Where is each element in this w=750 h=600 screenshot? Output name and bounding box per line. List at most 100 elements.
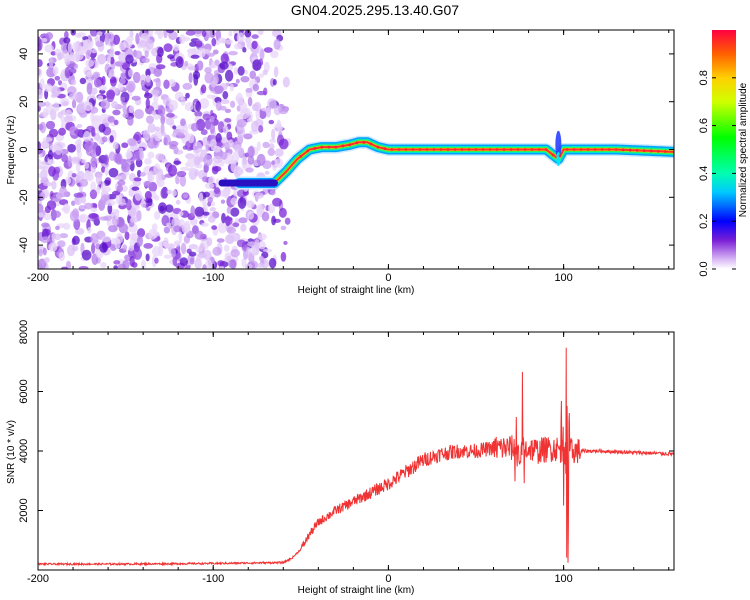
spectrogram-noise-blob bbox=[212, 161, 218, 167]
spectrogram-noise-blob bbox=[180, 242, 187, 255]
spectrogram-noise-blob bbox=[75, 161, 81, 173]
spectrogram-noise-blob bbox=[63, 222, 71, 231]
spectrogram-signal-track bbox=[218, 130, 674, 190]
spectrogram-noise-blob bbox=[52, 210, 62, 218]
spectrogram-noise-blob bbox=[48, 128, 59, 138]
spectrogram-noise-blob bbox=[236, 32, 245, 43]
spectrogram-noise-blob bbox=[141, 57, 150, 63]
spectrogram-noise-blob bbox=[242, 158, 247, 165]
signal-peak-dot bbox=[467, 148, 471, 151]
signal-peak-dot bbox=[572, 148, 576, 151]
spectrogram-noise-blob bbox=[226, 131, 233, 141]
spectrogram-noise-blob bbox=[219, 105, 227, 111]
spectrogram-noise-blob bbox=[203, 249, 212, 261]
spectrogram-noise-blob bbox=[38, 249, 43, 257]
spectrogram-noise-blob bbox=[178, 57, 183, 65]
colorbar: 0.0 0.2 0.4 0.6 0.8 Normalized spectral ampl… bbox=[698, 30, 749, 277]
spectrogram-noise-blob bbox=[254, 239, 260, 250]
spectrogram-noise-blob bbox=[131, 146, 140, 151]
spectrogram-noise-blob bbox=[201, 30, 207, 37]
signal-peak-dot bbox=[614, 148, 618, 151]
spectrogram-noise-blob bbox=[250, 245, 257, 256]
spectrogram-noise-blob bbox=[163, 79, 170, 90]
signal-peak-dot bbox=[453, 148, 457, 151]
spectrogram-noise-blob bbox=[83, 101, 93, 112]
spectrogram-noise-blob bbox=[176, 132, 185, 137]
spectrogram-noise-blob bbox=[101, 235, 111, 243]
spectrogram-noise-blob bbox=[183, 193, 189, 199]
y-tick-label: 2000 bbox=[18, 498, 30, 522]
spectrogram-noise-blob bbox=[145, 68, 151, 77]
spectrogram-noise-blob bbox=[167, 54, 175, 59]
spectrogram-noise-blob bbox=[226, 226, 237, 234]
spectrogram-noise-blob bbox=[216, 141, 223, 147]
spectrogram-noise-blob bbox=[125, 54, 134, 64]
spectrogram-noise-blob bbox=[64, 66, 71, 79]
spectrogram-noise-blob bbox=[230, 207, 240, 217]
spectrogram-noise-blob bbox=[44, 228, 51, 236]
spectrogram-noise-blob bbox=[131, 95, 141, 101]
spectrogram-noise-blob bbox=[139, 151, 145, 161]
spectrogram-noise-blob bbox=[267, 148, 276, 156]
spectrogram-noise-blob bbox=[224, 234, 235, 244]
spectrogram-noise-blob bbox=[202, 113, 211, 121]
spectrogram-noise-blob bbox=[257, 233, 267, 241]
spectrogram-noise-blob bbox=[201, 176, 209, 183]
spectrogram-noise-blob bbox=[240, 75, 250, 83]
spectrogram-noise-blob bbox=[230, 259, 237, 269]
spectrogram-noise-blob bbox=[230, 197, 238, 206]
spectrogram-noise-blob bbox=[51, 180, 57, 190]
spectrogram-noise-blob bbox=[153, 93, 159, 103]
spectrogram-noise-blob bbox=[233, 43, 242, 50]
spectrogram-noise-blob bbox=[247, 145, 255, 158]
spectrogram-noise-blob bbox=[195, 100, 202, 112]
spectrogram-noise-blob bbox=[160, 115, 166, 125]
spectrogram-noise-blob bbox=[106, 56, 112, 64]
spectrogram-noise-blob bbox=[119, 77, 126, 85]
spectrogram-noise-blob bbox=[212, 246, 222, 256]
spectrogram-noise-blob bbox=[163, 254, 172, 259]
spectrogram-noise-blob bbox=[230, 249, 240, 258]
spectrogram-noise-blob bbox=[200, 84, 207, 94]
spectrogram-noise-blob bbox=[107, 72, 113, 78]
spectrogram-noise-blob bbox=[63, 37, 71, 44]
signal-peak-dot bbox=[299, 154, 303, 158]
spectrogram-noise-blob bbox=[246, 200, 255, 209]
spectrogram-noise-blob bbox=[189, 257, 195, 265]
x-tick-label: -200 bbox=[27, 272, 49, 284]
spectrogram-noise-blob bbox=[157, 31, 164, 40]
spectrogram-noise-blob bbox=[246, 41, 252, 50]
spectrogram-noise-blob bbox=[170, 248, 176, 258]
spectrogram-noise-blob bbox=[121, 162, 131, 173]
spectrogram-noise-blob bbox=[273, 66, 279, 78]
spectrogram-noise-blob bbox=[188, 72, 193, 84]
colorbar-tick-label: 0.8 bbox=[698, 70, 710, 85]
spectrogram-noise-blob bbox=[190, 54, 200, 59]
spectrogram-noise-blob bbox=[47, 159, 55, 165]
signal-spike-core bbox=[556, 152, 561, 167]
spectrogram-noise-blob bbox=[226, 255, 232, 262]
spectrogram-noise-blob bbox=[38, 101, 47, 107]
spectrogram-noise-blob bbox=[224, 39, 233, 45]
x-tick-label: 100 bbox=[554, 272, 572, 284]
spectrogram-noise-blob bbox=[173, 146, 179, 155]
spectrogram-noise-blob bbox=[220, 199, 226, 204]
spectrogram-noise-blob bbox=[202, 211, 210, 216]
spectrogram-noise-blob bbox=[273, 105, 282, 116]
signal-peak-dot bbox=[418, 148, 422, 151]
spectrogram-noise-blob bbox=[61, 154, 69, 163]
spectrogram-noise-blob bbox=[270, 50, 279, 59]
spectrogram-noise-blob bbox=[230, 160, 237, 173]
y-tick-label: -20 bbox=[18, 189, 30, 205]
spectrogram-noise-blob bbox=[118, 222, 129, 234]
spectrogram-noise-blob bbox=[187, 167, 197, 172]
signal-peak-dot bbox=[607, 148, 611, 151]
signal-peak-dot bbox=[369, 142, 373, 146]
spectrogram-noise-blob bbox=[235, 78, 240, 84]
spectrogram-noise-blob bbox=[185, 30, 196, 36]
spectrogram-noise-blob bbox=[237, 66, 245, 76]
spectrogram-noise-blob bbox=[242, 47, 247, 53]
colorbar-gradient bbox=[712, 30, 736, 269]
spectrogram-noise-blob bbox=[38, 159, 42, 170]
spectrogram-noise-blob bbox=[59, 233, 69, 239]
